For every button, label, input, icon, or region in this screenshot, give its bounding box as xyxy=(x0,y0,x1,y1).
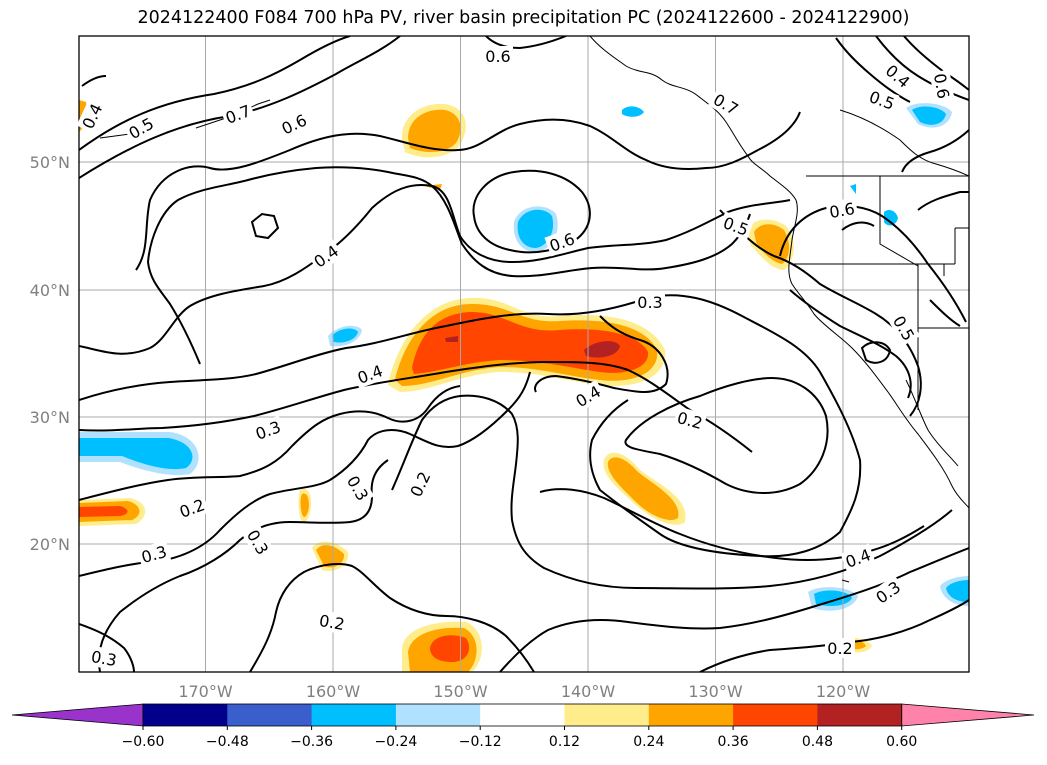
neg-blob-ne-core xyxy=(912,106,946,125)
contour-label-bg xyxy=(307,239,345,273)
colorbar-extend-high xyxy=(901,703,1035,727)
precip-small-3-red xyxy=(430,635,470,662)
contour-label: 0.2 xyxy=(675,408,705,433)
contour-label-bg xyxy=(76,98,108,134)
colorbar-tick-label: −0.60 xyxy=(122,734,165,750)
neg-blob-west-edge-core xyxy=(79,438,193,470)
contour-label-bg xyxy=(136,540,172,568)
precip-small-1-core xyxy=(300,493,309,517)
colorbar-segment xyxy=(311,704,397,726)
lon-label: 150°W xyxy=(433,682,488,701)
colorbar-extend-low xyxy=(11,703,144,727)
colorbar-tick-label: −0.36 xyxy=(290,734,333,750)
lon-label: 160°W xyxy=(306,682,361,701)
contour-label-bg xyxy=(483,46,513,66)
contour-label-bg xyxy=(880,58,916,94)
contour-label-bg xyxy=(174,493,210,523)
contour-label: 0.4 xyxy=(310,241,342,271)
contour-label: 0.6 xyxy=(930,72,953,100)
contour-label-bg xyxy=(241,524,275,560)
contour-label-bg xyxy=(352,359,388,389)
contour-label-bg xyxy=(635,292,665,312)
lat-label: 30°N xyxy=(30,408,70,427)
contour-label: 0.3 xyxy=(637,293,662,312)
contour-label-bg xyxy=(250,415,286,445)
contour-label-bg xyxy=(708,87,744,121)
precip-band-red xyxy=(412,311,649,374)
coastlines xyxy=(99,36,969,583)
contour-label-bg xyxy=(929,69,955,103)
contour-label-bg xyxy=(825,197,859,223)
contour-label-bg xyxy=(87,645,121,671)
colorbar-segment xyxy=(817,704,903,726)
lon-label: 140°W xyxy=(561,682,616,701)
colorbar-tick-label: 0.36 xyxy=(718,734,749,750)
colorbar-tick-label: 0.24 xyxy=(633,734,664,750)
lon-label: 120°W xyxy=(816,682,871,701)
contour-label-bg xyxy=(220,99,256,129)
contour-label-bg xyxy=(315,609,349,635)
precipitation-shading xyxy=(79,100,969,672)
contour-label-bg xyxy=(887,310,921,346)
lat-label: 40°N xyxy=(30,281,70,300)
precip-band-darkred-west xyxy=(445,336,458,342)
neg-blob-nv xyxy=(850,184,856,194)
lon-label: 170°W xyxy=(178,682,233,701)
neg-blob-mid-core xyxy=(332,328,358,343)
map-frame xyxy=(78,35,970,673)
colorbar: −0.60 −0.48 −0.36 −0.24 −0.12 0.12 0.24 0.36 0.4… xyxy=(11,703,1035,750)
colorbar-segment xyxy=(395,704,481,726)
contour-label-bg xyxy=(672,406,708,434)
colorbar-segment xyxy=(564,704,650,726)
contour-label-bg xyxy=(718,211,754,241)
colorbar-segment xyxy=(227,704,313,726)
contour-label: 0.6 xyxy=(485,47,510,66)
contour-label-bg xyxy=(276,108,312,140)
colorbar-segment xyxy=(733,704,818,726)
contour-label-bg xyxy=(341,470,375,506)
precip-west-edge-red xyxy=(79,506,128,517)
map-title: 2024122400 F084 700 hPa PV, river basin … xyxy=(137,8,910,28)
contour-label-bg xyxy=(840,543,876,573)
lon-label: 130°W xyxy=(688,682,743,701)
colorbar-tick-label: −0.24 xyxy=(374,734,417,750)
contour-label-bg xyxy=(825,638,855,658)
latitude-labels: 50°N 40°N 30°N 20°N xyxy=(30,153,70,554)
precip-blob-subtropic-core xyxy=(607,457,679,521)
lat-label: 50°N xyxy=(30,153,70,172)
colorbar-tick-label: 0.48 xyxy=(802,734,833,750)
precip-band-darkred xyxy=(584,341,620,358)
contour-label: 0.3 xyxy=(872,577,904,607)
precip-small-2-core xyxy=(316,545,345,568)
neg-blob-north-pacific-core xyxy=(517,209,554,248)
colorbar-tick-label: 0.60 xyxy=(886,734,917,750)
colorbar-tick-label: 0.12 xyxy=(549,734,580,750)
contour-label: 0.2 xyxy=(827,639,852,658)
neg-blob-small-n xyxy=(622,106,644,117)
contour-label-bg xyxy=(123,111,159,145)
contour-label-bg xyxy=(864,85,900,115)
contour-label-bg xyxy=(869,575,907,609)
colorbar-segment xyxy=(648,704,734,726)
colorbar-segment xyxy=(143,704,228,726)
neg-blob-idaho xyxy=(884,210,898,226)
colorbar-tick-label: −0.12 xyxy=(459,734,502,750)
colorbar-segment xyxy=(480,704,565,726)
colorbar-frame xyxy=(142,703,903,727)
colorbar-tick-label: −0.48 xyxy=(206,734,249,750)
longitude-labels: 170°W 160°W 150°W 140°W 130°W 120°W xyxy=(178,682,870,701)
neg-blob-se-core xyxy=(946,580,969,602)
contour-label-bg xyxy=(544,227,580,257)
contour-label: 0.2 xyxy=(318,611,346,634)
contour-label: 0.6 xyxy=(828,199,856,222)
precip-blob-north-core xyxy=(408,109,461,153)
contour-label-bg xyxy=(570,379,606,413)
contour-label: 0.3 xyxy=(90,647,118,670)
contour-label-bg xyxy=(404,466,436,502)
lat-label: 20°N xyxy=(30,535,70,554)
contour-label: 0.3 xyxy=(139,542,169,567)
graticule xyxy=(79,36,969,672)
